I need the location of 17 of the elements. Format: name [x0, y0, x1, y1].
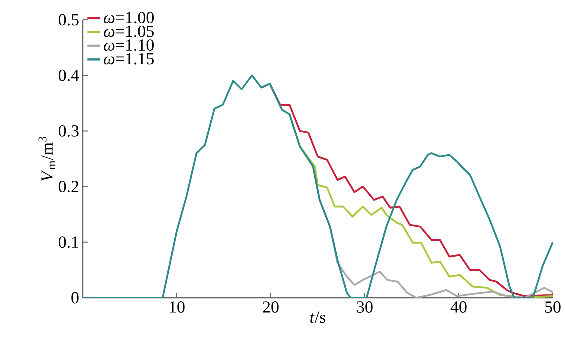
legend-label: ω=1.15: [104, 53, 154, 65]
x-tick-label: 50: [546, 302, 561, 313]
legend-label: ω=1.00: [104, 12, 154, 24]
x-axis-title: t/s: [310, 312, 326, 324]
x-tick-label: 10: [170, 302, 185, 313]
y-tick-label: 0: [72, 292, 79, 304]
y-tick-label: 0.5: [58, 14, 79, 26]
y-tick-label: 0.4: [58, 70, 80, 82]
y-tick-label: 0.2: [58, 181, 79, 193]
x-tick-label: 20: [263, 302, 279, 313]
y-axis-title: V$_{m}$/m$^{3}$: [38, 136, 56, 182]
x-tick-label: 30: [357, 302, 373, 313]
y-tick-label: 0.3: [58, 125, 79, 137]
x-tick-label: 40: [450, 302, 467, 313]
legend-label: ω=1.05: [104, 26, 154, 38]
legend-label: ω=1.10: [104, 40, 154, 52]
y-tick-label: 0.1: [58, 236, 78, 248]
